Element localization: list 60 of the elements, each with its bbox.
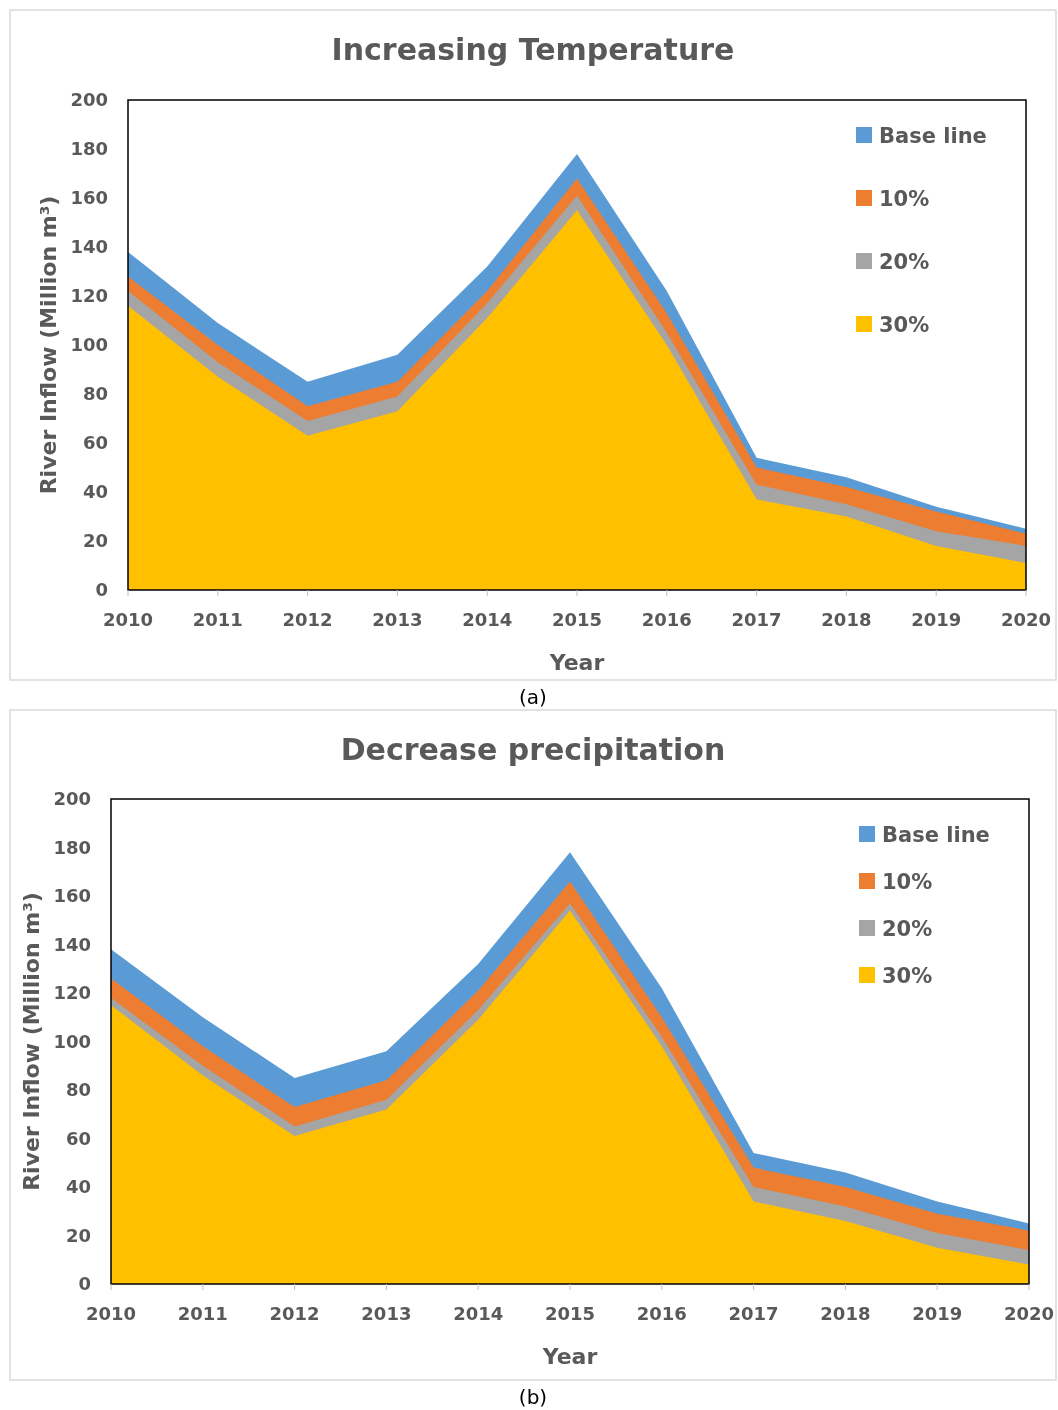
y-tick-label: 60 (82, 432, 108, 453)
x-tick-label: 2010 (102, 609, 154, 630)
x-tick-label: 2018 (821, 609, 872, 630)
x-tick-label: 2013 (361, 1303, 412, 1324)
y-tick-label: 20 (65, 1224, 91, 1246)
x-tick-label: 2010 (85, 1303, 137, 1324)
x-axis-title: Year (548, 650, 605, 675)
x-axis-title: Year (541, 1344, 598, 1369)
legend-label: Base line (879, 124, 987, 148)
legend-label: 30% (879, 313, 930, 337)
x-tick-label: 2016 (636, 1303, 687, 1324)
legend-label: 20% (879, 250, 930, 274)
x-tick-label: 2014 (462, 609, 513, 630)
y-tick-label: 100 (70, 334, 108, 355)
y-axis-title: River Inflow (Million m³) (36, 195, 61, 495)
x-tick-label: 2014 (453, 1303, 504, 1324)
y-tick-label: 140 (53, 933, 91, 955)
x-tick-label: 2020 (1003, 1303, 1055, 1324)
x-tick-label: 2016 (641, 609, 692, 630)
x-tick-label: 2013 (372, 609, 423, 630)
y-tick-label: 120 (53, 982, 91, 1003)
x-tick-label: 2015 (551, 609, 603, 630)
y-tick-label: 180 (53, 836, 91, 858)
y-tick-label: 140 (70, 236, 108, 257)
x-tick-label: 2019 (911, 609, 962, 630)
x-tick-label: 2017 (731, 609, 782, 630)
y-tick-label: 80 (65, 1079, 91, 1100)
chart-title: Decrease precipitation (340, 732, 726, 767)
text: (b) (518, 1385, 548, 1409)
x-tick-label: 2011 (177, 1303, 228, 1324)
y-tick-label: 40 (82, 481, 108, 502)
y-tick-label: 120 (70, 285, 108, 306)
y-tick-label: 160 (70, 187, 108, 208)
text: (a) (519, 685, 547, 709)
y-tick-label: 80 (82, 383, 108, 404)
legend-label: 10% (879, 187, 930, 211)
legend-label: 30% (882, 964, 933, 988)
chart-title: Increasing Temperature (331, 32, 735, 67)
y-tick-label: 180 (70, 138, 108, 159)
y-tick-label: 0 (78, 1273, 91, 1294)
legend-label: 20% (882, 917, 933, 941)
y-tick-label: 200 (53, 788, 91, 809)
legend-label: 10% (882, 870, 933, 894)
y-tick-label: 20 (82, 530, 108, 551)
x-tick-label: 2018 (820, 1303, 871, 1324)
y-tick-label: 0 (95, 579, 108, 600)
y-tick-label: 200 (70, 89, 108, 110)
y-axis-title: River Inflow (Million m³) (19, 892, 44, 1191)
legend-label: Base line (882, 823, 990, 847)
x-tick-label: 2012 (282, 609, 333, 630)
x-tick-label: 2017 (728, 1303, 779, 1324)
y-tick-label: 40 (65, 1176, 91, 1197)
x-tick-label: 2020 (1000, 609, 1052, 630)
y-tick-label: 60 (65, 1127, 91, 1149)
x-tick-label: 2015 (544, 1303, 596, 1324)
x-tick-label: 2012 (269, 1303, 320, 1324)
x-tick-label: 2011 (192, 609, 243, 630)
x-tick-label: 2019 (912, 1303, 963, 1324)
y-tick-label: 100 (53, 1030, 91, 1052)
y-tick-label: 160 (53, 885, 91, 906)
